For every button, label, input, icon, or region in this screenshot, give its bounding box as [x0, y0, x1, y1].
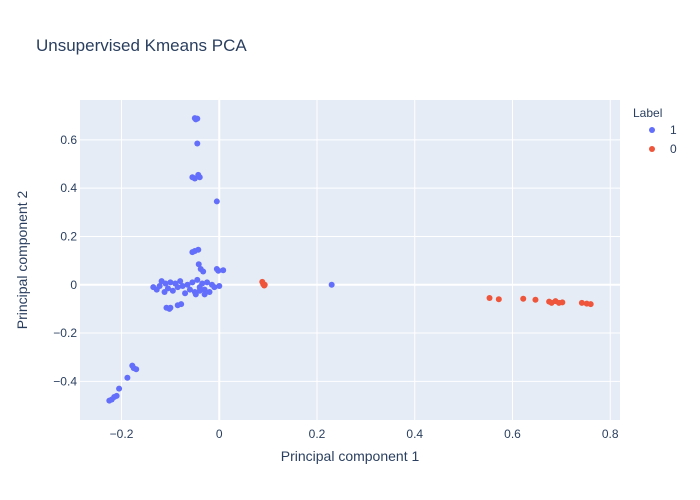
point-label-0: [520, 295, 527, 302]
legend[interactable]: 10: [649, 123, 677, 156]
point-label-1: [106, 397, 113, 404]
point-label-1: [201, 286, 208, 293]
point-label-1: [178, 301, 185, 308]
y-tick-label: −0.4: [53, 374, 77, 388]
point-label-1: [179, 282, 186, 289]
legend-label-0[interactable]: 0: [670, 142, 677, 156]
point-label-1: [201, 291, 208, 298]
point-label-1: [328, 281, 335, 288]
point-label-0: [559, 299, 566, 306]
point-label-0: [486, 295, 493, 302]
point-label-1: [189, 279, 196, 286]
legend-label-1[interactable]: 1: [670, 123, 677, 137]
point-label-1: [116, 385, 123, 392]
y-tick-labels: −0.4 −0.2 0 0.2 0.4 0.6: [53, 133, 77, 389]
grid: [80, 100, 620, 420]
x-tick-labels: −0.2 0 0.2 0.4 0.6 0.8: [110, 427, 619, 441]
point-label-1: [133, 366, 140, 373]
y-tick-label: 0: [70, 278, 77, 292]
point-label-1: [194, 115, 201, 122]
point-label-1: [162, 280, 169, 287]
point-label-0: [532, 296, 539, 303]
point-label-1: [184, 281, 191, 288]
point-label-1: [195, 261, 202, 268]
point-label-1: [167, 304, 174, 311]
x-tick-label: −0.2: [110, 427, 134, 441]
x-tick-label: 0.8: [602, 427, 619, 441]
point-label-1: [177, 278, 184, 285]
point-label-1: [211, 284, 218, 291]
data-points: [106, 115, 594, 404]
y-tick-label: −0.2: [53, 326, 77, 340]
legend-title: Label: [633, 106, 662, 120]
point-label-1: [192, 291, 199, 298]
point-label-0: [495, 296, 502, 303]
point-label-1: [196, 287, 203, 294]
y-tick-label: 0.6: [60, 133, 77, 147]
y-tick-label: 0.2: [60, 229, 77, 243]
point-label-1: [199, 280, 206, 287]
point-label-0: [578, 299, 585, 306]
legend-marker-1[interactable]: [649, 127, 655, 133]
x-tick-label: 0.2: [309, 427, 326, 441]
point-label-1: [186, 286, 193, 293]
x-axis-title: Principal component 1: [281, 448, 420, 464]
point-label-1: [194, 276, 201, 283]
y-axis-title: Principal component 2: [14, 191, 30, 330]
point-label-1: [196, 174, 203, 181]
point-label-1: [124, 374, 131, 381]
point-label-0: [587, 301, 594, 308]
point-label-1: [204, 279, 211, 286]
point-label-1: [206, 289, 213, 295]
point-label-1: [220, 267, 227, 274]
plot-area: [80, 100, 620, 420]
legend-marker-0[interactable]: [649, 146, 655, 152]
point-label-1: [182, 290, 189, 297]
point-label-1: [164, 285, 171, 292]
chart-title: Unsupervised Kmeans PCA: [36, 36, 247, 55]
point-label-1: [156, 282, 163, 289]
y-tick-label: 0.4: [60, 181, 77, 195]
point-label-1: [213, 198, 220, 205]
x-tick-label: 0: [216, 427, 223, 441]
point-label-1: [195, 246, 202, 253]
x-tick-label: 0.6: [504, 427, 521, 441]
x-tick-label: 0.4: [406, 427, 423, 441]
point-label-1: [174, 284, 181, 291]
point-label-1: [169, 287, 176, 294]
point-label-1: [216, 282, 223, 289]
point-label-1: [194, 140, 201, 147]
point-label-1: [200, 268, 207, 275]
point-label-0: [261, 281, 268, 288]
point-label-1: [215, 267, 222, 274]
point-label-1: [167, 279, 174, 286]
